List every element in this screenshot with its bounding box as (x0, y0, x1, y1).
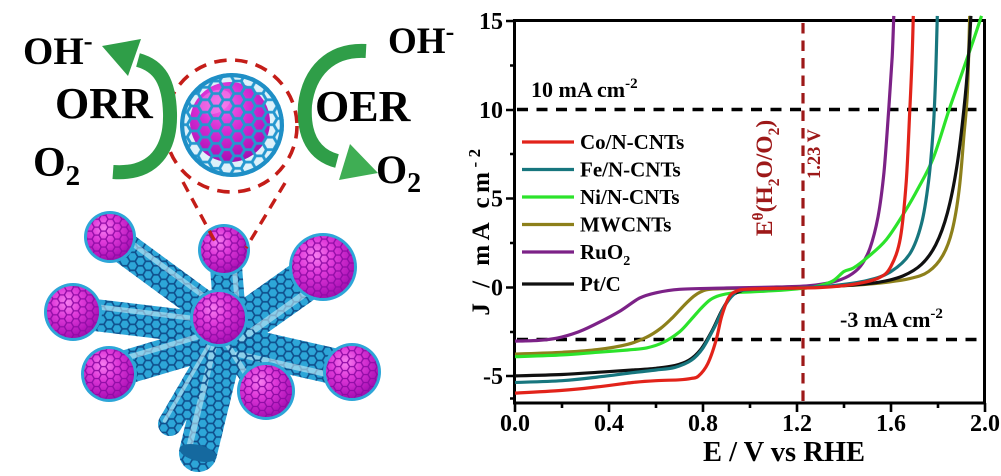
svg-text:5: 5 (491, 187, 503, 213)
svg-text:0.4: 0.4 (594, 411, 624, 437)
svg-text:Co/N-CNTs: Co/N-CNTs (580, 130, 684, 154)
svg-text:Ni/N-CNTs: Ni/N-CNTs (580, 185, 680, 209)
svg-text:1.2: 1.2 (782, 411, 812, 437)
svg-text:Pt/C: Pt/C (580, 272, 621, 296)
svg-text:0: 0 (491, 276, 503, 302)
svg-text:10: 10 (479, 98, 503, 124)
svg-text:10 mA cm-2: 10 mA cm-2 (531, 76, 638, 102)
svg-text:0.8: 0.8 (688, 411, 718, 437)
svg-text:OH-: OH- (23, 26, 93, 73)
svg-text:OH-: OH- (388, 17, 454, 62)
svg-text:1.6: 1.6 (876, 411, 906, 437)
svg-text:J / mA cm-2: J / mA cm-2 (465, 144, 495, 315)
svg-text:OER: OER (315, 82, 412, 131)
svg-text:2.0: 2.0 (970, 411, 1000, 437)
svg-text:Fe/N-CNTs: Fe/N-CNTs (580, 158, 681, 182)
svg-text:1.23 V: 1.23 V (805, 128, 825, 179)
svg-text:MWCNTs: MWCNTs (580, 213, 671, 237)
svg-text:E / V vs RHE: E / V vs RHE (703, 437, 865, 468)
svg-text:0.0: 0.0 (500, 411, 530, 437)
svg-text:-5: -5 (483, 364, 503, 390)
svg-text:-3 mA cm-2: -3 mA cm-2 (840, 306, 943, 332)
svg-text:ORR: ORR (55, 79, 154, 128)
svg-text:15: 15 (479, 9, 503, 35)
